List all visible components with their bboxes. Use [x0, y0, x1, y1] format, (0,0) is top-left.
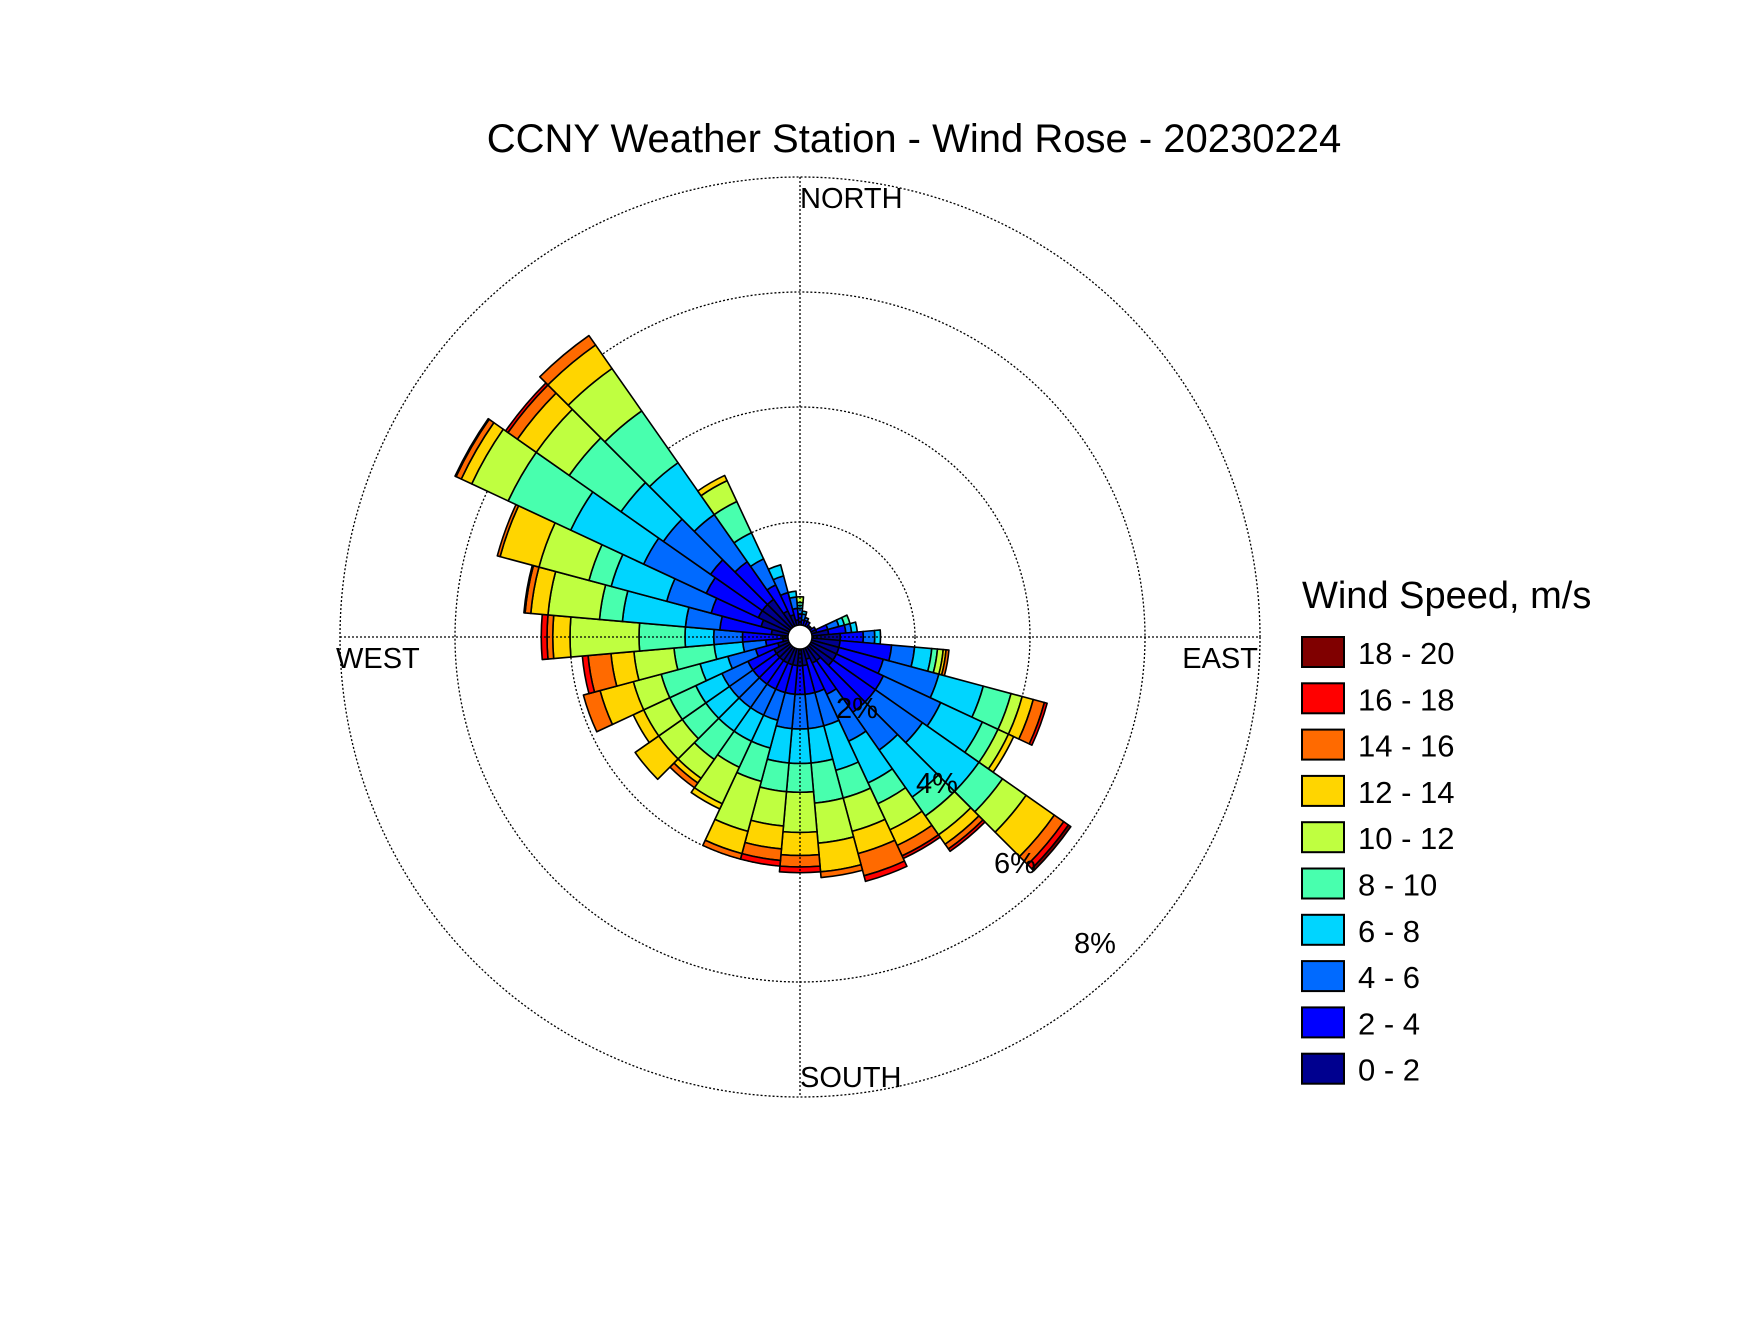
petal-110-bin-8 [1028, 701, 1048, 746]
legend-swatch-4 [1301, 821, 1345, 854]
petal-230-bin-6 [634, 735, 679, 781]
sector-110 [799, 636, 1048, 746]
compass-label-west: WEST [336, 643, 420, 675]
petal-200-bin-7 [701, 839, 743, 860]
sector-140 [799, 636, 986, 853]
petal-210-bin-6 [690, 786, 724, 810]
legend-title: Wind Speed, m/s [1302, 575, 1591, 617]
sector-280 [523, 564, 801, 638]
legend-swatch-9 [1301, 1052, 1345, 1085]
sector-320 [538, 334, 801, 638]
petal-340-bin-3 [767, 563, 785, 581]
petal-160-bin-8 [863, 860, 908, 883]
sector-260 [581, 636, 801, 695]
legend-label-6: 6 - 8 [1358, 914, 1420, 949]
calm-center-circle [787, 624, 813, 650]
petal-350-bin-3 [787, 590, 798, 599]
petal-10-bin-3 [801, 610, 808, 616]
compass-label-south: SOUTH [800, 1062, 902, 1094]
legend-label-1: 16 - 18 [1358, 682, 1455, 717]
legend-label-5: 8 - 10 [1358, 868, 1437, 903]
petal-250-bin-7 [582, 689, 614, 733]
legend-swatch-7 [1301, 960, 1345, 993]
sector-150 [799, 636, 941, 860]
petal-330-bin-6 [696, 474, 728, 497]
sector-200 [701, 636, 801, 860]
compass-label-east: EAST [1182, 643, 1258, 675]
sector-180 [778, 636, 822, 874]
petal-320-bin-7 [538, 334, 597, 386]
sector-310 [504, 382, 801, 638]
legend-swatch-8 [1301, 1006, 1345, 1039]
legend-label-8: 2 - 4 [1358, 1006, 1420, 1041]
ring-label-2: 2% [836, 693, 878, 725]
sector-300 [454, 417, 801, 638]
ring-label-4: 4% [916, 768, 958, 800]
ring-label-8: 8% [1074, 928, 1116, 960]
legend-swatch-1 [1301, 682, 1345, 715]
sector-350 [787, 590, 801, 638]
petal-170-bin-7 [819, 863, 864, 879]
legend-label-4: 10 - 12 [1358, 821, 1455, 856]
petal-20-bin-2 [803, 616, 810, 623]
petal-130-bin-9 [1030, 824, 1072, 872]
legend-swatch-0 [1301, 636, 1345, 668]
legend-swatch-3 [1301, 774, 1345, 807]
legend-swatch-5 [1301, 867, 1345, 900]
petal-140-bin-8 [947, 819, 986, 853]
petal-180-bin-6 [780, 830, 820, 857]
legend-label-2: 14 - 16 [1358, 729, 1455, 764]
petal-300-bin-8 [454, 417, 490, 478]
sector-330 [696, 474, 801, 638]
sector-340 [767, 563, 801, 638]
chart-title: CCNY Weather Station - Wind Rose - 20230… [487, 117, 1342, 161]
sector-130 [799, 636, 1072, 872]
legend-swatch-2 [1301, 728, 1345, 761]
wind-petals [454, 334, 1072, 883]
compass-label-north: NORTH [800, 183, 903, 215]
legend: Wind Speed, m/s 18 - 20 16 - 18 14 - 16 12 … [1301, 575, 1591, 1088]
legend-label-9: 0 - 2 [1358, 1053, 1420, 1088]
legend-swatch-6 [1301, 913, 1345, 946]
ring-label-6: 6% [994, 848, 1036, 880]
legend-label-3: 12 - 14 [1358, 775, 1455, 810]
legend-label-7: 4 - 6 [1358, 960, 1420, 995]
legend-label-0: 18 - 20 [1358, 636, 1455, 671]
petal-80-bin-3 [849, 621, 859, 634]
